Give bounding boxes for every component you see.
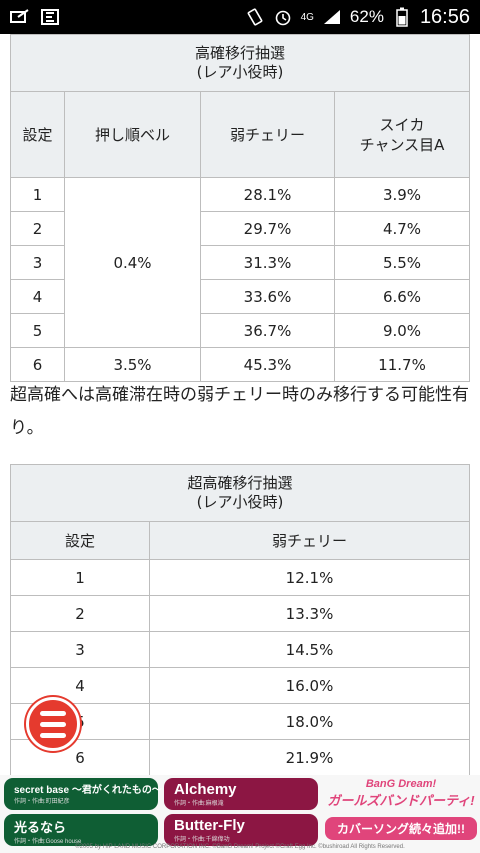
menu-icon-bar (40, 732, 66, 738)
col-header-suika: スイカ チャンス目A (334, 91, 470, 178)
ad-song-butterfly[interactable]: Butter-Fly 作詞・作曲:千綿偉功 (164, 814, 318, 846)
table-row: 3 14.5% (10, 631, 470, 668)
col-header-bell: 押し順ベル (64, 91, 201, 178)
col-header-setting: 設定 (10, 521, 150, 560)
table-row: 2 29.7% 4.7% (10, 211, 470, 246)
menu-icon-bar (40, 721, 66, 727)
signal-icon (322, 8, 342, 26)
ad-song-secret-base[interactable]: secret base 〜君がくれたもの〜 作詞・作曲:町田紀彦 (4, 778, 162, 810)
alarm-icon (273, 8, 293, 26)
network-type: 4G (300, 11, 314, 23)
menu-button[interactable] (26, 697, 80, 751)
table-row: 5 36.7% 9.0% (10, 313, 470, 348)
table-row: 1 0.4% 28.1% 3.9% (10, 177, 470, 348)
col-header-cherry: 弱チェリー (149, 521, 470, 560)
table-row: 6 3.5% 45.3% 11.7% (10, 347, 470, 382)
table-row: 6 21.9% (10, 739, 470, 775)
ad-song-alchemy[interactable]: Alchemy 作詞・作曲:麻根滝 (164, 778, 318, 810)
ad-banner[interactable]: secret base 〜君がくれたもの〜 作詞・作曲:町田紀彦 光るなら 作詞… (0, 775, 480, 853)
ad-brand-logo[interactable]: BanG Dream! ガールズバンドパーティ! カバーソング続々追加!! (325, 778, 477, 844)
col-header-setting: 設定 (10, 91, 65, 178)
ad-copyright: ©2005 by HIP LAND MUSIC CORPORATION INC.… (75, 844, 405, 850)
battery-icon (392, 7, 412, 27)
col-header-cherry: 弱チェリー (200, 91, 335, 178)
note-text: 超高確へは高確滞在時の弱チェリー時のみ移行する可能性有り。 (10, 385, 469, 438)
super-high-prob-table: 超高確移行抽選 (レア小役時) 設定 弱チェリー 1 12.1% 2 13.3% 3… (10, 464, 470, 775)
merged-bell-cell: 0.4% (64, 177, 201, 348)
status-bar: 4G 62% 16:56 (0, 0, 480, 34)
clock: 16:56 (419, 5, 470, 28)
app-notification-icon (40, 8, 60, 26)
article-content[interactable]: 高確移行抽選 (レア小役時) 設定 押し順ベル 弱チェリー スイカ チャンス目A… (0, 34, 480, 775)
table-caption: 高確移行抽選 (レア小役時) (10, 34, 470, 92)
table-row: 4 16.0% (10, 667, 470, 704)
table-row: 2 13.3% (10, 595, 470, 632)
menu-icon-bar (40, 710, 66, 716)
battery-percent: 62% (349, 7, 384, 26)
ad-song-hikarunara[interactable]: 光るなら 作詞・作曲:Goose house (4, 814, 158, 846)
table-row: 1 12.1% (10, 559, 470, 596)
table-caption: 超高確移行抽選 (レア小役時) (10, 464, 470, 522)
table-row: 4 33.6% 6.6% (10, 279, 470, 314)
rotate-icon (245, 8, 265, 26)
high-prob-table: 高確移行抽選 (レア小役時) 設定 押し順ベル 弱チェリー スイカ チャンス目A… (10, 34, 470, 382)
screen-mirror-icon (10, 8, 30, 26)
